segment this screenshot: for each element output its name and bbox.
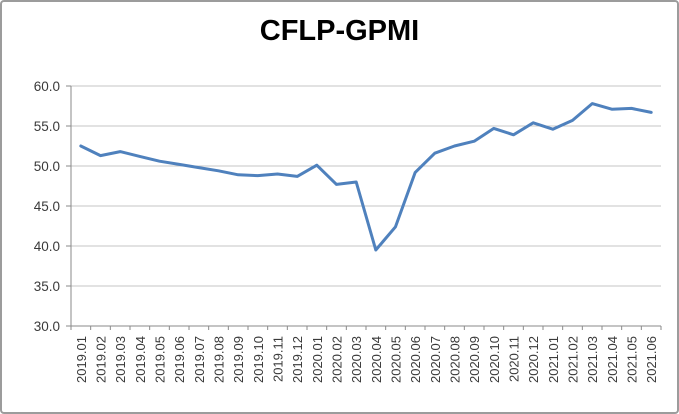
x-tick-label: 2019.10 — [251, 336, 266, 383]
x-tick-label: 2021.01 — [546, 336, 561, 383]
x-tick-label: 2019.12 — [290, 336, 305, 383]
chart-title: CFLP-GPMI — [259, 15, 420, 47]
x-tick-label: 2019.01 — [74, 336, 89, 383]
x-tick-label: 2020.03 — [349, 336, 364, 383]
x-tick-label: 2021.04 — [605, 336, 620, 383]
x-tick-label: 2020.01 — [310, 336, 325, 383]
x-tick-label: 2019.02 — [94, 336, 109, 383]
x-tick-label: 2020.12 — [526, 336, 541, 383]
x-tick-label: 2019.07 — [192, 336, 207, 383]
y-tick-label: 50.0 — [34, 159, 60, 174]
x-tick-label: 2019.04 — [133, 336, 148, 383]
y-tick-label: 35.0 — [34, 279, 60, 294]
x-tick-label: 2020.08 — [448, 336, 463, 383]
x-tick-label: 2020.10 — [487, 336, 502, 383]
x-tick-label: 2020.07 — [428, 336, 443, 383]
y-tick-label: 40.0 — [34, 239, 60, 254]
x-tick-label: 2021.02 — [566, 336, 581, 383]
y-tick-label: 55.0 — [34, 119, 60, 134]
x-tick-label: 2019.06 — [172, 336, 187, 383]
x-tick-label: 2020.04 — [369, 336, 384, 383]
x-tick-label: 2021.06 — [644, 336, 659, 383]
x-tick-label: 2020.05 — [389, 336, 404, 383]
x-tick-label: 2019.05 — [153, 336, 168, 383]
x-tick-label: 2019.09 — [231, 336, 246, 383]
x-tick-label: 2021.03 — [585, 336, 600, 383]
y-tick-label: 45.0 — [34, 199, 60, 214]
x-tick-label: 2020.02 — [330, 336, 345, 383]
y-tick-label: 60.0 — [34, 79, 60, 94]
x-tick-label: 2019.08 — [212, 336, 227, 383]
x-tick-label: 2019.03 — [113, 336, 128, 383]
x-tick-label: 2020.09 — [467, 336, 482, 383]
x-tick-label: 2020.11 — [507, 336, 522, 382]
x-tick-label: 2020.06 — [408, 336, 423, 383]
x-tick-label: 2019.11 — [271, 336, 286, 382]
y-tick-label: 30.0 — [34, 319, 60, 334]
x-tick-label: 2021.05 — [625, 336, 640, 383]
data-series-line — [79, 102, 653, 252]
